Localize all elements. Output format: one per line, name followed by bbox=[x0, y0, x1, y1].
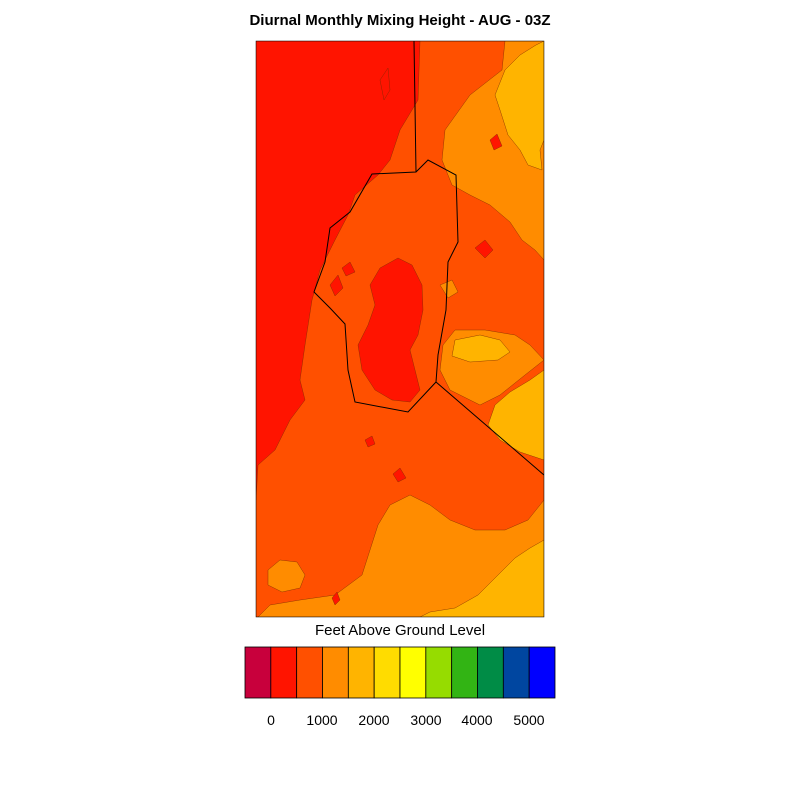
colorbar-swatch bbox=[322, 646, 349, 699]
region-0-500-spot3 bbox=[474, 239, 494, 259]
colorbar-swatch bbox=[244, 646, 272, 699]
region-0-500-spot1 bbox=[329, 274, 344, 297]
region-0-500-spot8 bbox=[489, 133, 503, 151]
region-0-500-spot7 bbox=[379, 67, 391, 101]
map-title: Diurnal Monthly Mixing Height - AUG - 03… bbox=[249, 12, 551, 29]
region-0-500-center bbox=[357, 257, 424, 403]
colorbar-swatch bbox=[373, 646, 401, 699]
colorbar-swatch bbox=[528, 646, 556, 699]
colorbar-swatch bbox=[502, 646, 530, 699]
region-1500-2000-mid bbox=[487, 369, 544, 461]
colorbar-swatch bbox=[477, 646, 504, 699]
map-frame bbox=[255, 40, 545, 618]
region-1500-2000-north bbox=[494, 41, 544, 171]
colorbar-swatch bbox=[347, 646, 375, 699]
diagonal-border-line bbox=[435, 381, 544, 476]
outline-polygon bbox=[313, 159, 459, 413]
colorbar-tick-label: 3000 bbox=[410, 712, 442, 728]
region-1000-1500-blob2 bbox=[439, 279, 459, 299]
colorbar-tick-label: 4000 bbox=[461, 712, 493, 728]
region-1000-1500-south bbox=[257, 494, 544, 617]
colorbar-swatch bbox=[399, 646, 427, 699]
contour-map bbox=[256, 41, 544, 617]
colorbar-tick-label: 2000 bbox=[358, 712, 390, 728]
colorbar-swatch bbox=[296, 646, 323, 699]
region-0-500-west bbox=[256, 41, 421, 501]
region-0-500-spot2 bbox=[341, 261, 356, 277]
colorbar-swatch bbox=[270, 646, 298, 699]
legend-title: Feet Above Ground Level bbox=[314, 622, 486, 639]
region-0-500-spot5 bbox=[392, 467, 407, 483]
colorbar-swatch bbox=[425, 646, 453, 699]
region-1000-1500-blob bbox=[267, 559, 306, 593]
colorbar-swatch bbox=[451, 646, 478, 699]
state-border-line bbox=[413, 41, 417, 173]
region-0-500-spot4 bbox=[364, 435, 376, 448]
colorbar-tick-label: 5000 bbox=[513, 712, 545, 728]
colorbar-tick-label: 0 bbox=[267, 712, 275, 728]
colorbar-tick-label: 1000 bbox=[306, 712, 338, 728]
boundary-lines bbox=[313, 41, 544, 476]
colorbar bbox=[244, 646, 556, 699]
region-0-500-spot6 bbox=[331, 591, 341, 606]
region-1500-2000-mid2 bbox=[451, 334, 511, 363]
region-1500-2000-south bbox=[419, 539, 544, 617]
